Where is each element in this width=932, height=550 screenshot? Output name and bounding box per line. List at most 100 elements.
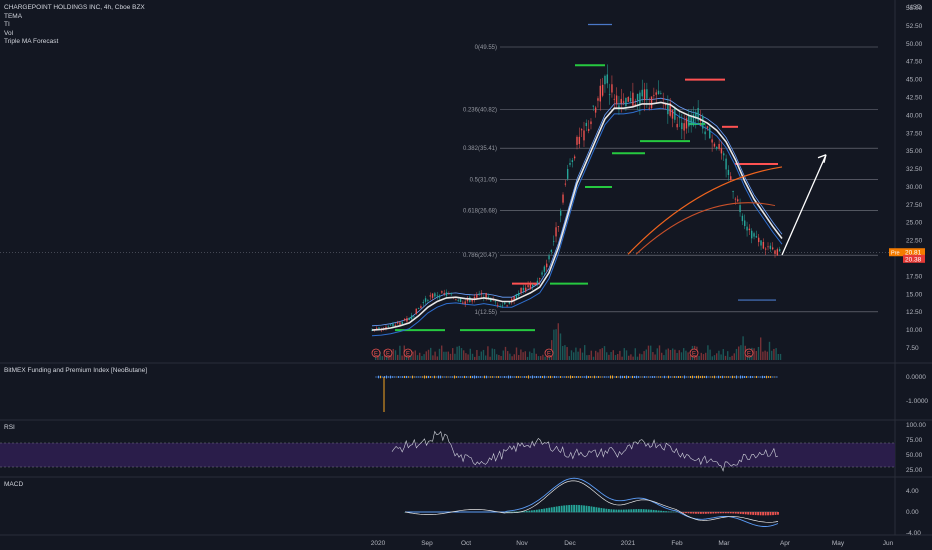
rsi-pane-title[interactable]: RSI bbox=[4, 424, 15, 431]
candle-body bbox=[767, 246, 769, 248]
volume-bar bbox=[634, 348, 636, 360]
volume-bar bbox=[716, 353, 718, 360]
symbol-title[interactable]: CHARGEPOINT HOLDINGS INC, 4h, Cboe BZX bbox=[4, 4, 145, 11]
funding-bar bbox=[502, 376, 503, 378]
indicator-tema[interactable]: TEMA bbox=[4, 12, 23, 20]
candle-body bbox=[720, 148, 723, 154]
volume-bar bbox=[463, 350, 465, 360]
macd-histogram-bar bbox=[657, 510, 660, 513]
candle-body bbox=[650, 96, 653, 109]
volume-bar bbox=[416, 355, 419, 360]
funding-bar bbox=[690, 376, 691, 378]
rsi-band bbox=[0, 443, 895, 467]
macd-histogram-bar bbox=[759, 512, 762, 516]
volume-bar bbox=[650, 345, 652, 360]
triple-ma-forecast-curve-2 bbox=[635, 202, 776, 255]
volume-bar bbox=[414, 350, 416, 360]
candle-body bbox=[655, 92, 657, 95]
time-tick-label: Apr bbox=[780, 540, 791, 547]
volume-bar bbox=[768, 341, 771, 360]
macd-histogram-bar bbox=[622, 509, 625, 513]
candle-body bbox=[737, 199, 739, 202]
candle-body bbox=[683, 123, 685, 131]
candle-body bbox=[417, 308, 420, 309]
volume-bar bbox=[542, 354, 544, 360]
volume-bar bbox=[379, 351, 381, 360]
volume-bar bbox=[570, 350, 573, 360]
candle-body bbox=[706, 126, 709, 129]
indicator-vol[interactable]: Vol bbox=[4, 29, 14, 37]
macd-histogram-bar bbox=[575, 504, 578, 513]
forecast-arrow-head bbox=[817, 154, 827, 163]
funding-bar bbox=[378, 375, 379, 379]
macd-histogram-bar bbox=[600, 508, 603, 513]
volume-bar bbox=[577, 351, 579, 360]
funding-bar bbox=[752, 376, 753, 378]
candle-body bbox=[590, 121, 592, 125]
candle-body bbox=[543, 266, 546, 272]
macd-histogram-bar bbox=[625, 509, 628, 513]
volume-bar bbox=[636, 356, 639, 360]
funding-bar bbox=[510, 375, 511, 379]
candle-body bbox=[641, 89, 643, 97]
volume-bar bbox=[647, 345, 650, 360]
macd-histogram-bar bbox=[632, 509, 635, 513]
funding-bar bbox=[682, 376, 683, 378]
macd-histogram-bar bbox=[734, 512, 737, 514]
funding-bar bbox=[568, 376, 569, 378]
macd-histogram-bar bbox=[757, 512, 760, 516]
funding-pane-title[interactable]: BitMEX Funding and Premium Index [NeoBut… bbox=[4, 367, 148, 374]
macd-pane-title[interactable]: MACD bbox=[4, 481, 24, 488]
funding-bar bbox=[638, 376, 639, 378]
funding-bar bbox=[472, 375, 473, 379]
candle-body bbox=[478, 293, 480, 295]
funding-bar bbox=[666, 376, 667, 378]
macd-histogram-bar bbox=[772, 512, 774, 516]
volume-bar bbox=[489, 356, 491, 360]
macd-histogram-bar bbox=[540, 509, 543, 513]
candle-body bbox=[527, 285, 529, 288]
candle-body bbox=[394, 325, 396, 326]
candle-body bbox=[569, 162, 571, 165]
funding-bar bbox=[588, 376, 589, 378]
funding-bar bbox=[574, 376, 575, 378]
funding-bar bbox=[534, 376, 535, 378]
funding-bar bbox=[562, 376, 563, 378]
funding-bar bbox=[442, 376, 443, 378]
macd-histogram-bar bbox=[709, 512, 712, 514]
indicator-triple-ma[interactable]: Triple MA Forecast bbox=[4, 38, 59, 46]
macd-histogram-bar bbox=[719, 512, 722, 514]
macd-histogram-bar bbox=[565, 505, 568, 513]
candle-body bbox=[410, 315, 413, 320]
volume-bar bbox=[722, 349, 724, 360]
price-tick-label: 7.50 bbox=[906, 345, 919, 352]
fib-level-label: 0.786(20.47) bbox=[463, 253, 497, 259]
funding-bar bbox=[536, 375, 537, 379]
funding-bar bbox=[760, 376, 761, 378]
macd-histogram-bar bbox=[595, 507, 598, 513]
volume-bar bbox=[469, 348, 471, 360]
volume-bar bbox=[557, 323, 559, 360]
price-tick-label: 50.00 bbox=[906, 41, 923, 48]
candle-body bbox=[606, 74, 608, 84]
volume-bar bbox=[535, 353, 537, 360]
volume-bar bbox=[454, 353, 456, 360]
volume-bar bbox=[617, 353, 619, 360]
macd-histogram-bar bbox=[729, 512, 732, 514]
macd-histogram-bar bbox=[570, 504, 573, 513]
volume-bar bbox=[678, 350, 680, 360]
volume-bar bbox=[537, 356, 540, 360]
volume-bar bbox=[614, 355, 617, 360]
macd-histogram-bar bbox=[530, 510, 533, 513]
volume-bar bbox=[771, 350, 773, 360]
funding-bar bbox=[714, 375, 715, 379]
earnings-marker bbox=[403, 348, 413, 358]
indicator-ti[interactable]: TI bbox=[4, 21, 10, 29]
volume-bar bbox=[392, 348, 394, 360]
macd-histogram-bar bbox=[660, 510, 663, 513]
volume-bar bbox=[760, 337, 762, 360]
funding-bar bbox=[584, 376, 585, 378]
macd-histogram-bar bbox=[573, 504, 575, 513]
